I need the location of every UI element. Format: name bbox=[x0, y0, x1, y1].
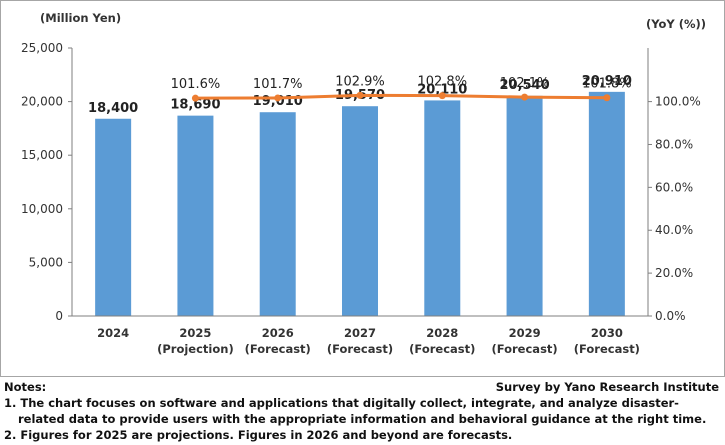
bar-0 bbox=[95, 118, 132, 316]
bar-5 bbox=[506, 95, 543, 316]
right-axis-title: (YoY (%)) bbox=[646, 17, 706, 31]
yoy-point-3 bbox=[356, 91, 364, 99]
bar-3 bbox=[342, 106, 378, 317]
left-tick-label-5: 25,000 bbox=[21, 41, 63, 55]
note-1-line-1: 1. The chart focuses on software and app… bbox=[4, 396, 679, 410]
x-tick-label-2-0: 2026 bbox=[262, 326, 294, 340]
yoy-label-2: 101.7% bbox=[253, 77, 303, 92]
yoy-label-4: 102.8% bbox=[417, 75, 467, 90]
yoy-label-5: 102.1% bbox=[500, 76, 550, 91]
notes-heading: Notes: bbox=[4, 380, 47, 394]
bar-value-label-4: 20,110 bbox=[417, 82, 467, 97]
left-tick-label-1: 5,000 bbox=[29, 255, 63, 269]
right-tick-label-1: 20.0% bbox=[655, 266, 693, 280]
note-1-line-2: related data to provide users with the a… bbox=[18, 412, 707, 426]
bar-value-label-0: 18,400 bbox=[88, 101, 138, 116]
x-tick-label-5-0: 2029 bbox=[509, 326, 541, 340]
survey-credit: Survey by Yano Research Institute bbox=[495, 380, 719, 394]
x-tick-label-3-0: 2027 bbox=[344, 326, 376, 340]
bar-value-label-6: 20,910 bbox=[582, 74, 632, 89]
x-tick-label-0-0: 2024 bbox=[97, 326, 129, 340]
yoy-point-2 bbox=[274, 94, 282, 102]
yoy-point-5 bbox=[521, 93, 529, 101]
yoy-label-1: 101.6% bbox=[171, 77, 221, 92]
left-tick-label-0: 0 bbox=[55, 309, 63, 323]
right-tick-label-3: 60.0% bbox=[655, 180, 693, 194]
x-tick-label-3-1: (Forecast) bbox=[327, 342, 393, 356]
chart: (Million Yen) (YoY (%)) 0 5,000 10,000 15,000… bbox=[21, 11, 706, 356]
x-tick-label-2-1: (Forecast) bbox=[245, 342, 311, 356]
yoy-label-3: 102.9% bbox=[335, 74, 385, 89]
x-tick-label-4-1: (Forecast) bbox=[409, 342, 475, 356]
x-tick-label-6-1: (Forecast) bbox=[574, 342, 640, 356]
yoy-line bbox=[195, 93, 607, 100]
x-tick-label-5-1: (Forecast) bbox=[491, 342, 557, 356]
left-tick-label-4: 20,000 bbox=[21, 95, 63, 109]
x-tick-label-4-0: 2028 bbox=[426, 326, 458, 340]
yoy-point-1 bbox=[191, 94, 199, 102]
bar-2 bbox=[259, 112, 296, 316]
left-axis-title: (Million Yen) bbox=[40, 11, 121, 25]
bar-value-label-1: 18,690 bbox=[170, 98, 220, 113]
left-tick-label-2: 10,000 bbox=[21, 202, 63, 216]
bar-4 bbox=[424, 100, 461, 316]
right-tick-label-0: 0.0% bbox=[655, 309, 686, 323]
yoy-label-6: 101.8% bbox=[582, 77, 632, 92]
bar-value-label-5: 20,540 bbox=[499, 78, 549, 93]
bar-6 bbox=[588, 91, 625, 316]
x-tick-label-1-1: (Projection) bbox=[157, 342, 234, 356]
note-2: 2. Figures for 2025 are projections. Fig… bbox=[4, 428, 513, 442]
x-tick-label-1-0: 2025 bbox=[179, 326, 211, 340]
right-tick-label-4: 80.0% bbox=[655, 137, 693, 151]
right-tick-label-5: 100.0% bbox=[655, 95, 701, 109]
x-tick-label-6-0: 2030 bbox=[591, 326, 623, 340]
bar-1 bbox=[177, 115, 214, 317]
right-tick-label-2: 40.0% bbox=[655, 223, 693, 237]
yoy-point-4 bbox=[438, 92, 446, 100]
left-tick-label-3: 15,000 bbox=[21, 148, 63, 162]
yoy-point-6 bbox=[603, 94, 611, 102]
